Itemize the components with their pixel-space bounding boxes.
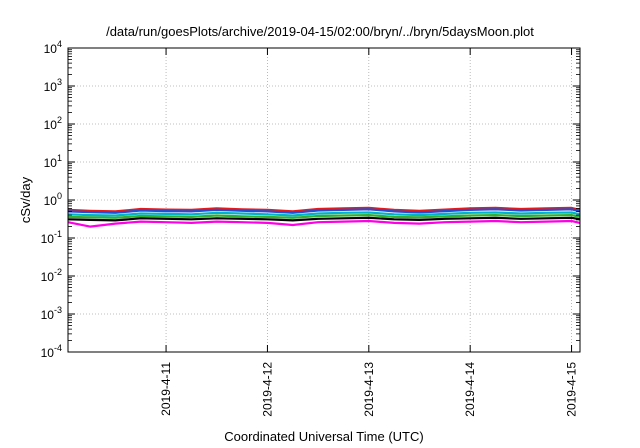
y-tick-label: 10-2 [41,267,62,284]
series-line-5 [67,216,581,222]
y-tick-label: 102 [44,115,62,132]
y-tick-label: 10-1 [41,229,62,246]
series-line-3 [67,211,581,217]
y-axis: 10-4 10-3 10-2 10-1 100 101 102 103 104 [41,39,580,360]
y-tick-label: 10-4 [41,343,62,360]
x-axis: 2019-4-11 2019-4-12 2019-4-13 2019-4-14 2019… [159,48,579,417]
y-tick-label: 104 [44,39,62,56]
x-tick-label: 2019-4-14 [463,362,477,417]
x-tick-label: 2019-4-11 [159,362,173,416]
y-tick-label: 101 [44,153,62,170]
series-line-6 [67,219,581,228]
y-tick-label: 103 [44,77,62,94]
x-axis-label: Coordinated Universal Time (UTC) [224,429,423,444]
y-axis-label: cSv/day [18,176,33,223]
series-line-1 [67,206,581,213]
x-tick-label: 2019-4-12 [260,362,274,417]
x-tick-label: 2019-4-13 [362,362,376,417]
series-line-4 [67,214,581,219]
series-line-2 [67,208,581,214]
series-group [67,206,581,228]
grid [68,48,580,352]
chart-title: /data/run/goesPlots/archive/2019-04-15/0… [106,24,534,39]
x-tick-label: 2019-4-15 [565,362,579,417]
y-tick-label: 100 [44,191,62,208]
y-tick-label: 10-3 [41,305,62,322]
